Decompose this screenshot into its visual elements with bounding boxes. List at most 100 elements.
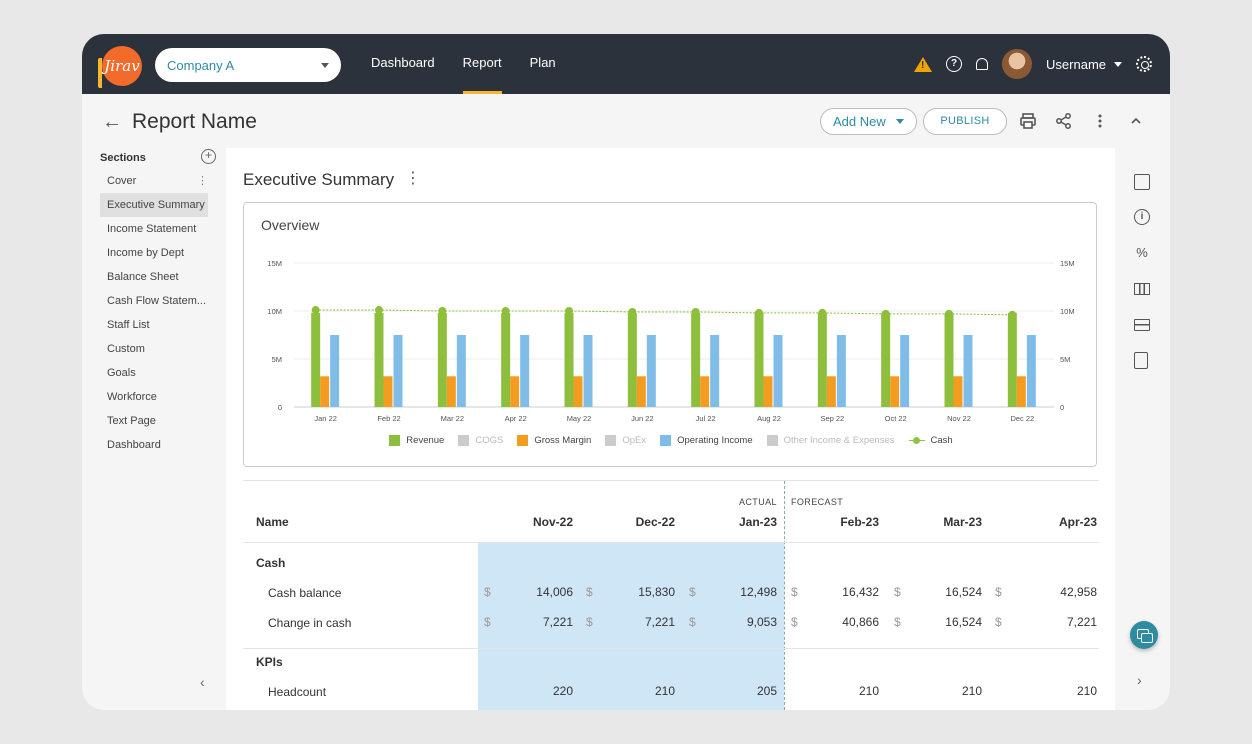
cash-point bbox=[375, 306, 383, 315]
table-cell: 210 bbox=[1076, 684, 1097, 698]
cash-line bbox=[315, 309, 1013, 316]
actual-shading bbox=[478, 542, 784, 710]
jirav-logo[interactable]: Jirav bbox=[98, 46, 142, 88]
nav-dashboard[interactable]: Dashboard bbox=[371, 55, 435, 70]
sidebar-item-label: Custom bbox=[107, 343, 145, 355]
bar-revenue bbox=[691, 312, 701, 407]
expand-panel-chevron-icon[interactable]: › bbox=[1137, 672, 1142, 688]
currency-symbol: $ bbox=[484, 615, 491, 629]
section-title: Executive Summary bbox=[243, 170, 395, 189]
legend-label: Other Income & Expenses bbox=[783, 435, 895, 446]
legend-item[interactable]: Cash bbox=[908, 435, 953, 446]
sidebar-item-income-by-dept[interactable]: Income by Dept bbox=[100, 241, 208, 265]
bar-gross-margin bbox=[320, 376, 330, 407]
comment-icon[interactable] bbox=[1134, 174, 1150, 190]
bar-gross-margin bbox=[383, 376, 393, 407]
sidebar-item-workforce[interactable]: Workforce bbox=[100, 385, 208, 409]
more-vert-icon[interactable] bbox=[1091, 112, 1109, 130]
rows-icon[interactable] bbox=[1134, 319, 1150, 331]
clipboard-settings-icon[interactable] bbox=[1134, 352, 1148, 369]
info-icon[interactable]: i bbox=[1134, 209, 1150, 225]
nav-report[interactable]: Report bbox=[449, 34, 516, 94]
add-section-icon[interactable]: + bbox=[201, 149, 216, 164]
legend-item[interactable]: Revenue bbox=[389, 435, 444, 446]
x-tick-label: Sep 22 bbox=[820, 414, 844, 423]
bar-gross-margin bbox=[700, 376, 710, 407]
table-cell: 40,866 bbox=[842, 615, 879, 629]
chart-legend: Revenue COGS Gross Margin OpEx Operating Inc… bbox=[244, 435, 1098, 446]
chevron-up-icon[interactable] bbox=[1127, 112, 1145, 130]
legend-item[interactable]: OpEx bbox=[605, 435, 646, 446]
legend-swatch bbox=[766, 435, 778, 446]
cash-point bbox=[881, 309, 890, 318]
group-rule bbox=[243, 648, 1099, 649]
nav-plan[interactable]: Plan bbox=[529, 55, 556, 70]
legend-item[interactable]: COGS bbox=[458, 435, 503, 446]
sidebar-item-goals[interactable]: Goals bbox=[100, 361, 208, 385]
giraffe-mark bbox=[98, 58, 108, 88]
sidebar-item-cash-flow[interactable]: Cash Flow Statem... bbox=[100, 289, 208, 313]
help-icon[interactable]: ? bbox=[946, 56, 963, 72]
cash-point bbox=[1008, 310, 1017, 319]
share-icon[interactable] bbox=[1055, 112, 1073, 130]
sidebar-item-cover[interactable]: Cover ⋮ bbox=[100, 169, 208, 193]
sidebar-item-label: Balance Sheet bbox=[107, 271, 179, 283]
column-header: Nov-22 bbox=[532, 515, 573, 529]
back-arrow-icon[interactable]: ← bbox=[102, 111, 122, 133]
more-vert-icon[interactable]: ⋮ bbox=[197, 175, 208, 187]
column-header: Dec-22 bbox=[635, 515, 675, 529]
avatar[interactable] bbox=[1002, 49, 1033, 79]
bell-icon[interactable] bbox=[976, 58, 989, 70]
sidebar-item-text-page[interactable]: Text Page bbox=[100, 409, 208, 433]
legend-label: Revenue bbox=[406, 435, 445, 446]
company-selector[interactable]: Company A bbox=[155, 48, 341, 82]
username[interactable]: Username bbox=[1046, 56, 1106, 72]
x-tick-label: Dec 22 bbox=[1010, 414, 1034, 423]
currency-symbol: $ bbox=[894, 615, 901, 629]
page-title: Report Name bbox=[132, 110, 257, 133]
table-cell: 9,053 bbox=[746, 615, 777, 629]
x-tick-label: Nov 22 bbox=[947, 414, 971, 423]
y-tick-label-right: 15M bbox=[1060, 259, 1075, 268]
bar-operating-income bbox=[583, 335, 593, 407]
sidebar-item-balance-sheet[interactable]: Balance Sheet bbox=[100, 265, 208, 289]
cash-point bbox=[818, 308, 827, 317]
legend-label: Operating Income bbox=[677, 435, 753, 446]
cash-point bbox=[565, 307, 573, 315]
sidebar-item-custom[interactable]: Custom bbox=[100, 337, 208, 361]
sidebar-item-label: Text Page bbox=[107, 415, 156, 427]
legend-item[interactable]: Gross Margin bbox=[517, 435, 591, 446]
sidebar-item-dashboard[interactable]: Dashboard bbox=[100, 433, 208, 457]
collapse-sidebar-chevron-icon[interactable]: ‹ bbox=[200, 674, 205, 690]
currency-symbol: $ bbox=[689, 585, 696, 599]
more-vert-icon[interactable]: ⋮ bbox=[405, 170, 421, 187]
sidebar-item-executive-summary[interactable]: Executive Summary bbox=[100, 193, 208, 217]
user-menu-caret-icon[interactable] bbox=[1114, 61, 1122, 67]
bar-gross-margin bbox=[890, 376, 900, 407]
percent-icon[interactable]: % bbox=[1136, 245, 1148, 260]
printer-icon[interactable] bbox=[1019, 112, 1037, 130]
legend-item[interactable]: Operating Income bbox=[660, 435, 753, 446]
chat-icon[interactable] bbox=[1130, 621, 1158, 649]
sections-heading: Sections bbox=[100, 152, 146, 164]
actual-label: ACTUAL bbox=[739, 497, 777, 507]
bar-gross-margin bbox=[826, 376, 836, 407]
x-tick-label: Aug 22 bbox=[757, 414, 781, 423]
bar-gross-margin bbox=[446, 376, 456, 407]
sidebar-item-label: Executive Summary bbox=[107, 199, 205, 211]
add-new-button[interactable]: Add New bbox=[820, 108, 917, 135]
sidebar-item-staff-list[interactable]: Staff List bbox=[100, 313, 208, 337]
sidebar-item-income-statement[interactable]: Income Statement bbox=[100, 217, 208, 241]
currency-symbol: $ bbox=[995, 585, 1002, 599]
legend-item[interactable]: Other Income & Expenses bbox=[766, 435, 895, 446]
warning-icon[interactable] bbox=[914, 56, 933, 72]
x-tick-label: Apr 22 bbox=[505, 414, 527, 423]
columns-icon[interactable] bbox=[1134, 283, 1150, 295]
x-tick-label: Oct 22 bbox=[885, 414, 907, 423]
gear-icon[interactable] bbox=[1136, 56, 1152, 72]
caret-down-icon bbox=[321, 62, 329, 68]
publish-button[interactable]: PUBLISH bbox=[923, 108, 1007, 135]
table-cell: 7,221 bbox=[1066, 615, 1097, 629]
table-cell: 205 bbox=[756, 684, 777, 698]
bar-revenue bbox=[501, 312, 511, 407]
